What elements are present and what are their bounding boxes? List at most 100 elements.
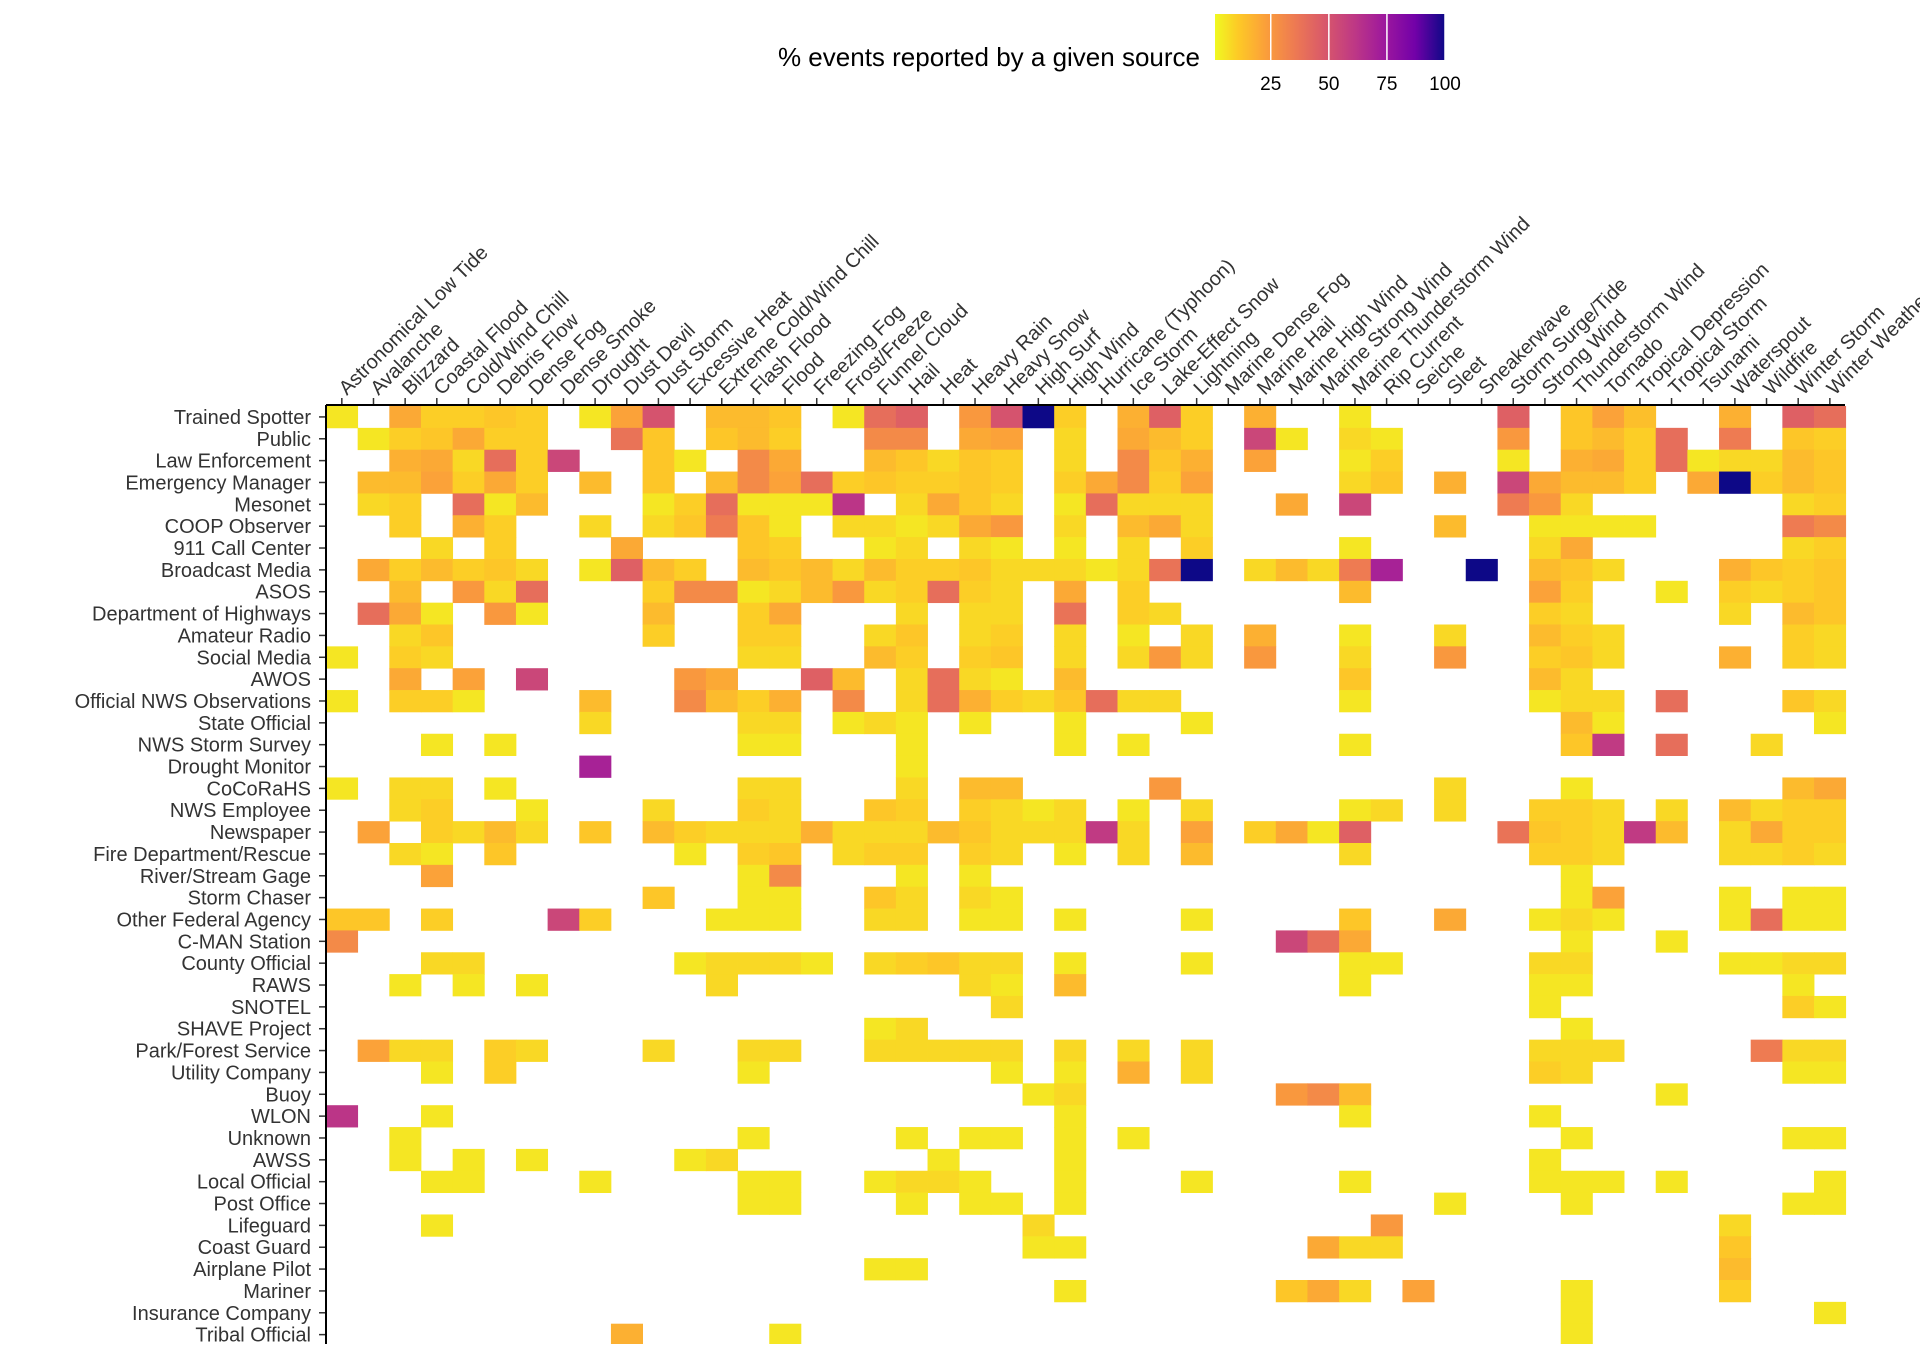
legend-tick-label: 75 xyxy=(1376,74,1397,95)
cell-official-nws-observations-tropical-storm xyxy=(1655,690,1688,713)
cell-snotel-winter-weather xyxy=(1814,995,1847,1019)
cell-newspaper-debris-flow xyxy=(484,821,517,844)
cell-emergency-manager-lake-effect-snow xyxy=(1149,471,1182,494)
cell-broadcast-media-debris-flow xyxy=(484,558,517,582)
legend-title: % events reported by a given source xyxy=(778,42,1200,72)
cell-broadcast-media-waterspout xyxy=(1719,558,1752,582)
cell-coop-observer-winter-weather xyxy=(1814,515,1847,538)
cell-unknown-ice-storm xyxy=(1117,1127,1150,1150)
cell-awss-heat xyxy=(927,1148,960,1172)
cell-trained-spotter-dense-fog xyxy=(515,406,549,429)
cell-trained-spotter-debris-flow xyxy=(484,406,517,429)
cell-broadcast-media-hail xyxy=(895,558,928,582)
cell-awss-strong-wind xyxy=(1529,1148,1562,1172)
cell-broadcast-media-marine-thunderstorm-wind xyxy=(1339,558,1372,582)
cell-law-enforcement-tropical-storm xyxy=(1655,449,1688,472)
cell-mesonet-ice-storm xyxy=(1117,493,1150,516)
cell-broadcast-media-funnel-cloud xyxy=(864,558,897,582)
cell-coast-guard-high-wind xyxy=(1054,1236,1087,1259)
cell-911-call-center-high-wind xyxy=(1054,537,1087,560)
cell-fire-department-rescue-funnel-cloud xyxy=(864,843,897,866)
cell-amateur-radio-winter-storm xyxy=(1782,624,1815,647)
cell-department-of-highways-avalanche xyxy=(357,602,390,625)
cell-department-of-highways-hail xyxy=(895,602,928,625)
cell-social-media-waterspout xyxy=(1719,646,1752,669)
cell-trained-spotter-dust-devil xyxy=(610,406,643,429)
row-label-official-nws-observations: Official NWS Observations xyxy=(75,691,311,713)
cell-storm-chaser-flood xyxy=(769,886,802,909)
cell-other-federal-agency-drought xyxy=(579,908,612,931)
cell-awos-strong-wind xyxy=(1529,668,1562,691)
cell-public-dust-devil xyxy=(610,427,643,451)
cell-official-nws-observations-heat xyxy=(927,690,960,713)
cell-lifeguard-waterspout xyxy=(1719,1214,1752,1237)
cell-wlon-high-wind xyxy=(1054,1105,1087,1128)
cell-trained-spotter-marine-hail xyxy=(1244,406,1277,429)
cell-coop-observer-hail xyxy=(895,515,928,538)
cell-unknown-hail xyxy=(895,1127,928,1150)
cell-nws-employee-ice-storm xyxy=(1117,799,1150,822)
cell-drought-monitor-drought xyxy=(579,755,612,778)
cell-coop-observer-thunderstorm-wind xyxy=(1560,515,1593,538)
cell-911-call-center-marine-thunderstorm-wind xyxy=(1339,537,1372,560)
cell-other-federal-agency-hail xyxy=(895,908,928,931)
cell-county-official-cold-wind-chill xyxy=(452,952,485,975)
cell-newspaper-hail xyxy=(895,821,928,844)
cell-department-of-highways-coastal-flood xyxy=(420,602,454,625)
cell-mesonet-dense-fog xyxy=(515,493,549,516)
cell-utility-company-winter-weather xyxy=(1814,1061,1847,1084)
cell-buoy-tropical-storm xyxy=(1655,1083,1688,1106)
cell-911-call-center-dust-devil xyxy=(610,537,643,560)
cell-county-official-extreme-cold-wind-chill xyxy=(705,952,738,975)
cell-amateur-radio-strong-wind xyxy=(1529,624,1562,647)
cell-buoy-marine-thunderstorm-wind xyxy=(1339,1083,1372,1106)
cell-asos-cold-wind-chill xyxy=(452,580,485,604)
cell-park-forest-service-heavy-rain xyxy=(959,1039,992,1062)
cell-local-official-drought xyxy=(579,1170,612,1193)
cell-park-forest-service-heavy-snow xyxy=(990,1039,1023,1062)
cell-coop-observer-blizzard xyxy=(389,515,422,538)
cell-nws-employee-rip-current xyxy=(1370,799,1403,822)
cell-social-media-winter-weather xyxy=(1814,646,1847,669)
cell-storm-chaser-heavy-snow xyxy=(990,886,1023,909)
cell-trained-spotter-winter-weather xyxy=(1814,406,1847,429)
cell-fire-department-rescue-strong-wind xyxy=(1529,843,1562,866)
cell-coop-observer-debris-flow xyxy=(484,515,517,538)
cell-other-federal-agency-wildfire xyxy=(1750,908,1783,931)
cell-wlon-astronomical-low-tide xyxy=(326,1105,359,1128)
cell-broadcast-media-sneakerwave xyxy=(1465,558,1498,582)
cell-trained-spotter-tornado xyxy=(1592,406,1625,429)
row-label-state-official: State Official xyxy=(198,713,311,735)
cell-mesonet-marine-high-wind xyxy=(1275,493,1308,516)
row-label-buoy: Buoy xyxy=(265,1084,311,1106)
cell-official-nws-observations-frost-freeze xyxy=(832,690,865,713)
cell-social-media-heavy-rain xyxy=(959,646,992,669)
cell-public-tornado xyxy=(1592,427,1625,451)
cell-law-enforcement-dust-storm xyxy=(642,449,675,472)
cell-public-blizzard xyxy=(389,427,422,451)
cell-newspaper-ice-storm xyxy=(1117,821,1150,844)
cell-public-flood xyxy=(769,427,802,451)
cell-nws-employee-heavy-snow xyxy=(990,799,1023,822)
cell-mesonet-lightning xyxy=(1180,493,1213,516)
cell-c-man-station-marine-high-wind xyxy=(1275,930,1308,953)
cell-mesonet-heavy-snow xyxy=(990,493,1023,516)
cell-social-media-winter-storm xyxy=(1782,646,1815,669)
cell-public-lightning xyxy=(1180,427,1213,451)
cell-post-office-hail xyxy=(895,1192,928,1215)
row-label-county-official: County Official xyxy=(181,953,311,975)
cell-awos-excessive-heat xyxy=(674,668,707,691)
cell-broadcast-media-marine-strong-wind xyxy=(1307,558,1340,582)
cell-official-nws-observations-hail xyxy=(895,690,928,713)
cell-cocorahs-hail xyxy=(895,777,928,800)
cell-coop-observer-high-wind xyxy=(1054,515,1087,538)
cell-public-waterspout xyxy=(1719,427,1752,451)
cell-state-official-flash-flood xyxy=(737,711,770,735)
cell-county-official-heavy-snow xyxy=(990,952,1023,975)
cell-coop-observer-cold-wind-chill xyxy=(452,515,485,538)
cell-river-stream-gage-coastal-flood xyxy=(420,864,454,888)
cell-official-nws-observations-cold-wind-chill xyxy=(452,690,485,713)
cell-county-official-heavy-rain xyxy=(959,952,992,975)
cell-public-winter-weather xyxy=(1814,427,1847,451)
